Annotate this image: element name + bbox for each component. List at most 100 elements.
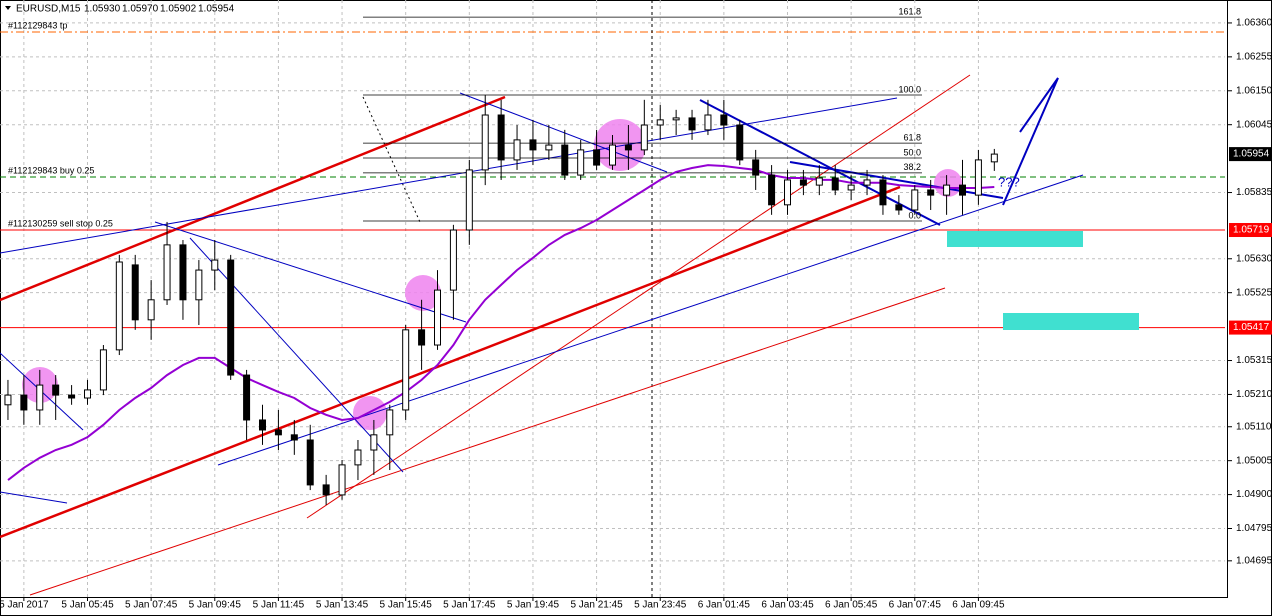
order-price-label-box xyxy=(1229,223,1272,238)
order-label: #112130259 sell stop 0.25 xyxy=(8,218,113,228)
y-tick-label: 1.06255 xyxy=(1236,51,1272,62)
y-tick-label: 1.05110 xyxy=(1236,421,1272,432)
candle-body xyxy=(481,114,489,171)
order-label: #112129843 buy 0.25 xyxy=(8,165,94,175)
trend-line xyxy=(189,237,404,473)
x-tick-label: 5 Jan 21:45 xyxy=(570,600,623,611)
x-tick-label: 6 Jan 01:45 xyxy=(698,600,751,611)
axes: 1.06360 1.06255 1.06150 1.06045 1.05835 1.056… xyxy=(0,18,1272,611)
candle-body xyxy=(911,189,919,211)
title-price: 1.05954 xyxy=(198,4,235,15)
y-tick-label: 1.06360 xyxy=(1236,18,1272,29)
candle-body xyxy=(131,264,139,321)
current-price-label: 1.05954 xyxy=(1233,149,1270,160)
y-tick-label: 1.05835 xyxy=(1236,187,1272,198)
y-tick-label: 1.05525 xyxy=(1236,287,1272,298)
candle-body xyxy=(656,119,664,126)
candle-body xyxy=(529,139,537,151)
y-tick-label: 1.05315 xyxy=(1236,355,1272,366)
candle-body xyxy=(84,389,91,399)
candle-body xyxy=(609,144,616,166)
candles xyxy=(4,94,998,505)
candle-body xyxy=(370,434,378,451)
highlight-circle xyxy=(594,119,646,171)
trend-line xyxy=(789,161,1004,199)
x-tick-label: 5 Jan 11:45 xyxy=(253,600,305,611)
candle-body xyxy=(513,139,521,161)
y-tick-label: 1.04695 xyxy=(1236,555,1272,566)
x-tick-label: 6 Jan 03:45 xyxy=(761,600,814,611)
y-tick-label: 1.05210 xyxy=(1236,389,1272,400)
candle-body xyxy=(768,174,776,206)
zone-rect xyxy=(1003,313,1139,330)
candle-body xyxy=(386,409,394,436)
candle-body xyxy=(593,149,601,166)
fib-label: 161.8 xyxy=(898,6,921,16)
candle-body xyxy=(434,289,441,346)
y-tick-label: 1.05005 xyxy=(1236,455,1272,466)
candle-body xyxy=(561,144,569,176)
level-price-label: 1.05417 xyxy=(1233,322,1270,333)
candle-body xyxy=(752,159,760,176)
candle-body xyxy=(959,184,966,196)
y-tick-label: 1.04900 xyxy=(1236,489,1272,500)
candle-body xyxy=(274,429,282,436)
highlight-circle xyxy=(405,275,441,311)
candle-body xyxy=(497,114,505,161)
x-tick-label: 6 Jan 09:45 xyxy=(952,600,1005,611)
candle-body xyxy=(195,269,203,301)
candle-body xyxy=(799,179,807,186)
candle-body xyxy=(147,299,155,321)
trend-line xyxy=(306,74,971,519)
candle-body xyxy=(20,394,28,411)
order-label: #112129843 tp xyxy=(8,20,67,30)
x-tick-label: 5 Jan 17:45 xyxy=(443,600,496,611)
chart-title: EURUSD,M15 xyxy=(16,4,81,15)
trend-line xyxy=(154,221,467,323)
fib-label: 38.2 xyxy=(903,162,921,172)
candle-body xyxy=(36,384,44,411)
trend-line xyxy=(29,287,946,596)
candle-body xyxy=(990,153,998,163)
candle-body xyxy=(465,169,473,231)
candle-body xyxy=(736,124,744,161)
y-tick-label: 1.04795 xyxy=(1236,523,1272,534)
title-price: 1.05902 xyxy=(160,4,197,15)
x-tick-label: 5 Jan 15:45 xyxy=(380,600,433,611)
candle-body xyxy=(879,179,887,206)
grid xyxy=(0,0,1225,597)
candle-body xyxy=(354,449,362,466)
candle-body xyxy=(402,329,410,411)
zone-rect xyxy=(947,231,1083,247)
order-price-label: 1.05719 xyxy=(1233,225,1270,236)
candle-body xyxy=(259,419,266,431)
candle-body xyxy=(179,244,187,301)
candle-body xyxy=(577,149,585,176)
x-tick-label: 5 Jan 19:45 xyxy=(507,600,560,611)
candle-body xyxy=(720,114,728,126)
candle-body xyxy=(688,117,696,131)
candle-body xyxy=(338,464,346,496)
fibonacci: 161.8 100.0 61.8 50.0 38.2 0.0 xyxy=(363,6,922,222)
candle-body xyxy=(704,114,712,131)
level-price-label-box xyxy=(1229,320,1272,335)
x-tick-label: 5 Jan 13:45 xyxy=(316,600,369,611)
y-tick-label: 1.05630 xyxy=(1236,253,1272,264)
candle-body xyxy=(449,229,457,291)
candle-body xyxy=(640,124,648,151)
trend-line xyxy=(0,185,901,539)
fib-label: 0.0 xyxy=(908,210,921,220)
candle-body xyxy=(672,117,680,121)
trend-line xyxy=(459,92,668,173)
trend-line xyxy=(0,491,68,504)
x-tick-label: 5 Jan 2017 xyxy=(0,600,49,611)
menu-triangle xyxy=(5,6,11,10)
fib-label: 50.0 xyxy=(903,147,921,157)
candle-body xyxy=(322,484,330,496)
x-tick-label: 6 Jan 05:45 xyxy=(825,600,878,611)
candle-body xyxy=(863,179,871,186)
annotation: ??? xyxy=(998,174,1020,189)
x-tick-label: 5 Jan 23:45 xyxy=(634,600,687,611)
candle-body xyxy=(115,261,123,351)
